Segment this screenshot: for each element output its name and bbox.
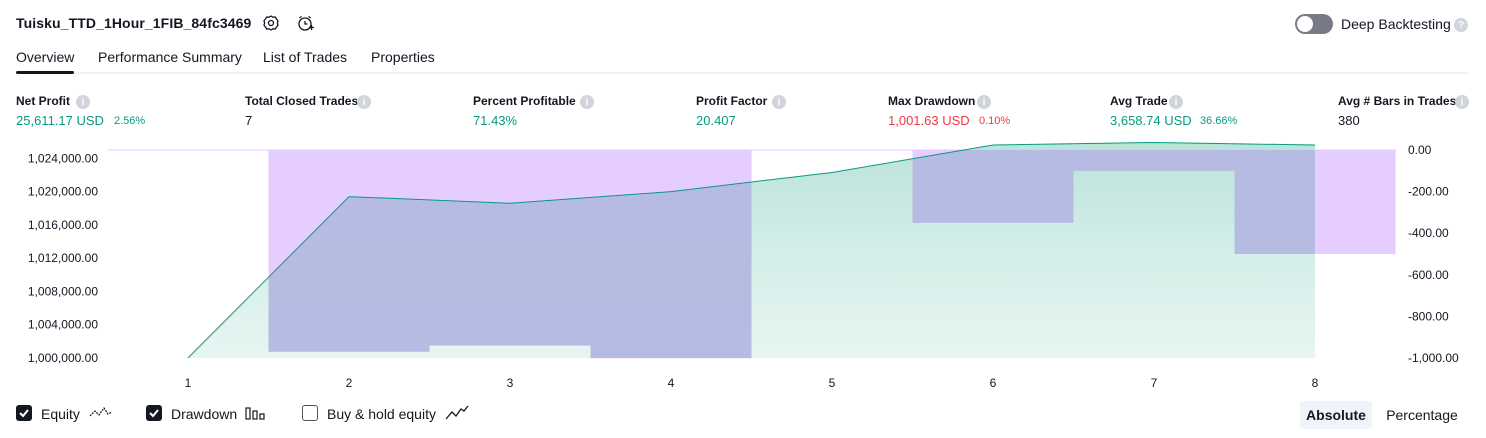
metric-max-drawdown-value: 1,001.63 USD (888, 113, 970, 128)
x-axis-tick-label: 8 (1312, 376, 1319, 390)
metric-avg-trade-value: 3,658.74 USD (1110, 113, 1192, 128)
metric-avg-bars-value: 380 (1338, 113, 1360, 128)
x-axis-tick-label: 5 (829, 376, 836, 390)
drawdown-overlap-bar (1234, 150, 1315, 254)
tab-divider (16, 72, 1469, 74)
right-axis-tick-label: 0.00 (1408, 143, 1432, 157)
right-axis-tick-label: -200.00 (1408, 185, 1449, 199)
tab-performance-summary[interactable]: Performance Summary (98, 49, 242, 65)
x-axis-tick-label: 7 (1151, 376, 1158, 390)
metric-avg-bars-label: Avg # Bars in Trades (1338, 94, 1457, 108)
x-axis-tick-label: 1 (185, 376, 192, 390)
deep-backtesting-toggle[interactable] (1295, 14, 1333, 34)
metric-avg-trade-label: Avg Trade (1110, 94, 1168, 108)
left-axis-tick-label: 1,024,000.00 (28, 151, 98, 165)
metric-profit-factor-label: Profit Factor (696, 94, 768, 108)
toggle-knob (1297, 16, 1313, 32)
metric-net-profit-label: Net Profit (16, 94, 70, 108)
active-tab-indicator (16, 71, 74, 74)
deep-backtesting-label: Deep Backtesting (1341, 16, 1451, 32)
info-icon[interactable]: i (1169, 95, 1183, 109)
info-icon[interactable]: i (357, 95, 371, 109)
metric-net-profit-percent: 2.56% (114, 115, 146, 127)
strategy-title: Tuisku_TTD_1Hour_1FIB_84fc3469 (16, 15, 252, 31)
x-axis-tick-label: 6 (990, 376, 997, 390)
left-axis-tick-label: 1,008,000.00 (28, 284, 98, 298)
equity-line-icon (89, 405, 113, 426)
x-axis-tick-label: 4 (668, 376, 675, 390)
percentage-toggle-button[interactable]: Percentage (1386, 407, 1458, 423)
buy-hold-line-icon (445, 404, 469, 427)
tab-properties[interactable]: Properties (371, 49, 435, 65)
right-axis-tick-label: -400.00 (1408, 226, 1449, 240)
x-axis: 1 2 3 4 5 6 7 8 (185, 376, 1319, 390)
info-icon[interactable]: i (1455, 95, 1469, 109)
buy-hold-checkbox[interactable] (302, 405, 318, 421)
tab-list-of-trades[interactable]: List of Trades (263, 49, 348, 65)
metric-max-drawdown-percent: 0.10% (979, 115, 1011, 127)
x-axis-tick-label: 3 (507, 376, 514, 390)
buy-hold-legend-label: Buy & hold equity (327, 406, 436, 422)
metric-percent-profitable-value: 71.43% (473, 113, 518, 128)
drawdown-overlap-bar (912, 150, 1074, 223)
absolute-toggle-button[interactable]: Absolute (1300, 401, 1372, 429)
drawdown-checkbox[interactable] (146, 405, 162, 421)
left-axis: 1,024,000.00 1,020,000.00 1,016,000.00 1,01… (28, 151, 98, 365)
right-axis-tick-label: -1,000.00 (1408, 351, 1459, 365)
equity-line (187, 142, 1316, 359)
metric-avg-trade-percent: 36.66% (1200, 115, 1238, 127)
info-icon[interactable]: i (977, 95, 991, 109)
drawdown-bars-icon (245, 405, 267, 426)
add-alert-clock-icon[interactable] (297, 14, 315, 32)
right-axis-tick-label: -600.00 (1408, 268, 1449, 282)
metric-profit-factor-value: 20.407 (696, 113, 736, 128)
right-axis-tick-label: -800.00 (1408, 309, 1449, 323)
drawdown-overlap-bar (1073, 150, 1235, 171)
equity-legend-label: Equity (41, 406, 80, 422)
metric-percent-profitable-label: Percent Profitable (473, 94, 576, 108)
x-axis-tick-label: 2 (346, 376, 353, 390)
drawdown-legend-label: Drawdown (171, 406, 238, 422)
right-axis: 0.00 -200.00 -400.00 -600.00 -800.00 -1,000.0… (1408, 143, 1459, 365)
help-question-icon[interactable]: ? (1454, 18, 1468, 32)
metric-net-profit-value: 25,611.17 USD (16, 113, 104, 128)
metric-total-closed-trades-label: Total Closed Trades (245, 94, 359, 108)
left-axis-tick-label: 1,016,000.00 (28, 218, 98, 232)
info-icon[interactable]: i (580, 95, 594, 109)
metric-max-drawdown-label: Max Drawdown (888, 94, 976, 108)
metric-total-closed-trades-value: 7 (245, 113, 253, 128)
info-icon[interactable]: i (76, 95, 90, 109)
left-axis-tick-label: 1,004,000.00 (28, 318, 98, 332)
left-axis-tick-label: 1,000,000.00 (28, 351, 98, 365)
equity-checkbox[interactable] (16, 405, 32, 421)
settings-gear-icon[interactable] (262, 14, 280, 32)
left-axis-tick-label: 1,020,000.00 (28, 185, 98, 199)
info-icon[interactable]: i (772, 95, 786, 109)
tab-overview[interactable]: Overview (16, 49, 75, 65)
equity-drawdown-chart[interactable]: 1,024,000.00 1,020,000.00 1,016,000.00 1,01… (0, 140, 1486, 395)
left-axis-tick-label: 1,012,000.00 (28, 251, 98, 265)
